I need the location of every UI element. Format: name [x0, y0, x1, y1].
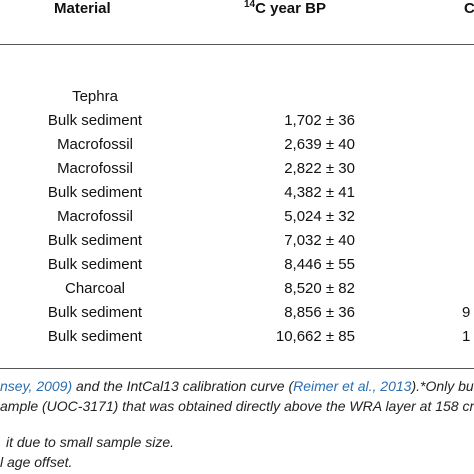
table-row: Bulk sediment 7,032 ± 40	[0, 232, 474, 256]
footnote-text: and the IntCal13 calibration curve (	[72, 378, 294, 394]
header-material: Material	[54, 0, 111, 17]
cell-material: Bulk sediment	[47, 112, 143, 129]
table-row: Bulk sediment 4,382 ± 41	[0, 184, 474, 208]
table-row: Bulk sediment 8,446 ± 55	[0, 256, 474, 280]
footnote-line-1: nsey, 2009) and the IntCal13 calibration…	[0, 378, 474, 394]
table-row: Bulk sediment 10,662 ± 85 1	[0, 328, 474, 352]
header-c14-superscript: 14	[244, 0, 256, 10]
cell-c14-age: 7,032 ± 40	[284, 232, 355, 249]
cell-c14-age: 5,024 ± 32	[284, 208, 355, 225]
cell-material: Charcoal	[64, 280, 126, 297]
footnote-line-2: ample (UOC-3171) that was obtained direc…	[0, 398, 474, 414]
cell-c14-age: 8,446 ± 55	[284, 256, 355, 273]
table-row: Charcoal 8,520 ± 82	[0, 280, 474, 304]
cell-c14-age: 8,520 ± 82	[284, 280, 355, 297]
cell-material: Macrofossil	[57, 136, 133, 153]
cell-c14-age: 1,702 ± 36	[284, 112, 355, 129]
citation-link[interactable]: nsey, 2009)	[0, 378, 73, 394]
header-cut-off: C	[464, 0, 474, 17]
citation-link-reimer[interactable]: Reimer et al., 2013	[293, 378, 412, 394]
cell-cut-off: 1	[462, 328, 471, 345]
cell-material: Bulk sediment	[47, 184, 143, 201]
header-c14-text: C year BP	[255, 0, 326, 17]
cell-material: Macrofossil	[57, 160, 133, 177]
table-row: Bulk sediment 1,702 ± 36	[0, 112, 474, 136]
cell-material: Bulk sediment	[47, 304, 143, 321]
cell-material: Bulk sediment	[47, 328, 143, 345]
cell-material: Tephra	[72, 88, 118, 105]
cell-c14-age: 8,856 ± 36	[284, 304, 355, 321]
table-row: Macrofossil 2,822 ± 30	[0, 160, 474, 184]
footnote-line-4: l age offset.	[0, 454, 73, 470]
footnote-line-3: it due to small sample size.	[6, 434, 175, 450]
header-rule	[0, 44, 474, 45]
bottom-rule	[0, 368, 474, 369]
cell-c14-age: 4,382 ± 41	[284, 184, 355, 201]
table-row: Macrofossil 5,024 ± 32	[0, 208, 474, 232]
cell-c14-age: 2,639 ± 40	[284, 136, 355, 153]
cell-c14-age: 10,662 ± 85	[275, 328, 355, 345]
table-row: Macrofossil 2,639 ± 40	[0, 136, 474, 160]
footnote-text-end: ).*Only bulk	[411, 378, 474, 394]
cell-material: Bulk sediment	[47, 256, 143, 273]
table-row: Bulk sediment 8,856 ± 36 9	[0, 304, 474, 328]
cell-material: Macrofossil	[57, 208, 133, 225]
cell-material: Bulk sediment	[47, 232, 143, 249]
cell-cut-off: 9	[462, 304, 471, 321]
cell-c14-age: 2,822 ± 30	[284, 160, 355, 177]
table-row: Tephra	[0, 88, 474, 112]
header-c14-year-bp: 14C year BP	[244, 0, 326, 17]
